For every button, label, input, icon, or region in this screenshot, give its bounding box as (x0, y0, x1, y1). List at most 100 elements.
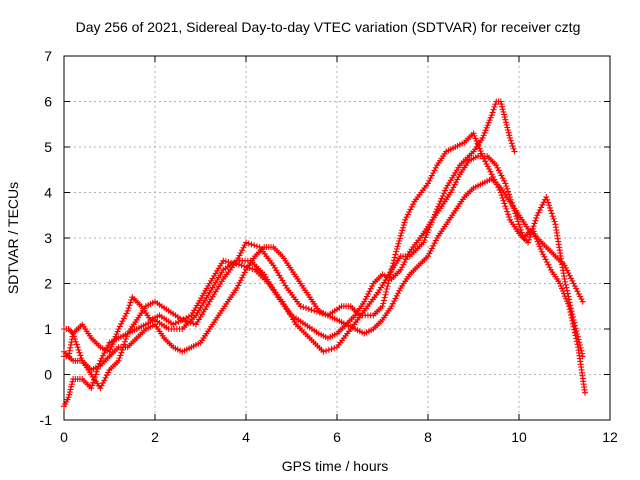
data-marker (501, 111, 508, 118)
data-marker (519, 232, 526, 239)
data-point (581, 389, 588, 396)
data-marker (248, 241, 255, 248)
data-marker (237, 277, 244, 284)
data-marker (526, 234, 533, 241)
data-marker (400, 222, 407, 229)
y-tick-label: 3 (44, 230, 52, 246)
data-point (425, 180, 431, 187)
data-marker (514, 215, 521, 222)
data-marker (452, 179, 459, 186)
data-marker (517, 226, 524, 233)
data-marker (566, 272, 573, 279)
data-point (179, 316, 186, 323)
data-marker (571, 283, 578, 290)
data-marker (515, 218, 522, 225)
data-marker (404, 211, 411, 218)
data-point (561, 275, 568, 282)
data-marker (66, 347, 73, 354)
data-marker (384, 283, 391, 290)
data-marker (502, 203, 509, 210)
data-marker (240, 244, 247, 251)
data-marker (516, 221, 522, 228)
data-marker (562, 281, 569, 288)
data-point (502, 180, 509, 187)
data-marker (538, 204, 545, 211)
data-marker (571, 329, 578, 336)
data-marker (383, 286, 390, 293)
data-marker (449, 186, 456, 193)
data-marker (499, 103, 506, 110)
data-marker (385, 280, 392, 287)
data-marker (577, 293, 584, 300)
data-marker (569, 317, 576, 324)
data-marker (90, 379, 97, 386)
data-point (570, 280, 577, 287)
x-tick-label: 10 (511, 429, 527, 445)
data-marker (426, 250, 433, 257)
data-marker (504, 127, 511, 134)
data-marker (549, 213, 556, 220)
data-marker (391, 254, 398, 261)
data-marker (428, 245, 435, 252)
data-marker (427, 248, 434, 254)
data-marker (303, 305, 310, 312)
data-marker (183, 314, 190, 321)
data-point (579, 298, 586, 305)
data-marker (92, 371, 99, 378)
data-point (115, 357, 122, 364)
data-marker (500, 197, 507, 204)
data-marker (503, 205, 510, 212)
y-tick-label: 6 (44, 94, 52, 110)
data-marker (369, 283, 376, 290)
data-marker (406, 209, 413, 215)
data-marker (390, 260, 397, 267)
data-marker (68, 381, 75, 388)
data-point (97, 385, 104, 392)
data-marker (503, 119, 509, 126)
data-marker (495, 167, 502, 174)
data-marker (573, 338, 580, 345)
data-point (402, 216, 409, 223)
data-marker (328, 346, 335, 353)
data-marker (305, 305, 312, 312)
data-marker (491, 103, 498, 110)
data-marker (71, 333, 78, 340)
data-point (124, 307, 131, 314)
data-point (379, 303, 386, 310)
data-marker (98, 355, 105, 362)
x-tick-label: 0 (60, 429, 68, 445)
data-marker (239, 247, 246, 254)
x-tick-label: 4 (242, 429, 250, 445)
data-marker (499, 106, 506, 113)
data-marker (398, 230, 405, 237)
data-marker (571, 326, 578, 333)
data-marker (78, 355, 85, 362)
data-marker (399, 264, 405, 271)
data-marker (395, 240, 402, 247)
data-marker (105, 342, 112, 349)
data-marker (67, 344, 74, 351)
data-marker (102, 347, 109, 354)
data-marker (100, 352, 106, 359)
data-series (61, 98, 588, 410)
data-marker (392, 251, 399, 258)
data-marker (392, 295, 399, 302)
data-marker (387, 271, 394, 278)
data-marker (116, 355, 123, 362)
data-marker (543, 259, 550, 266)
data-marker (402, 256, 409, 263)
data-marker (562, 278, 569, 285)
data-marker (323, 347, 330, 354)
data-marker (190, 320, 197, 327)
series-line (63, 155, 586, 407)
data-marker (407, 206, 414, 213)
series-trace-1 (61, 98, 518, 360)
data-marker (509, 143, 516, 150)
data-marker (235, 282, 242, 289)
data-marker (503, 183, 510, 190)
data-marker (388, 265, 395, 272)
axis-ticks (63, 55, 611, 421)
data-marker (120, 315, 127, 322)
data-marker (501, 200, 508, 207)
data-point (425, 253, 431, 260)
